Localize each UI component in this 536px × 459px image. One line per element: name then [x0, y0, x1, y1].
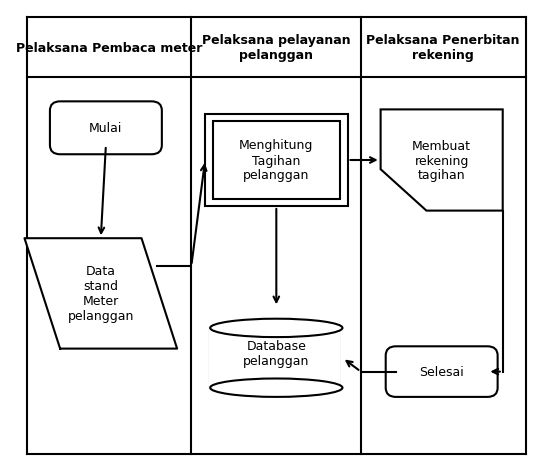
Text: Mulai: Mulai — [89, 122, 123, 135]
Bar — [205, 115, 347, 207]
Text: Membuat
rekening
tagihan: Membuat rekening tagihan — [412, 139, 471, 182]
Text: Pelaksana Penerbitan
rekening: Pelaksana Penerbitan rekening — [367, 34, 520, 62]
Bar — [210, 328, 343, 388]
Text: Menghitung
Tagihan
pelanggan: Menghitung Tagihan pelanggan — [239, 139, 314, 182]
Text: Selesai: Selesai — [419, 365, 464, 378]
FancyBboxPatch shape — [50, 102, 162, 155]
PathPatch shape — [381, 110, 503, 211]
Text: Data
stand
Meter
pelanggan: Data stand Meter pelanggan — [68, 265, 134, 323]
Bar — [213, 122, 340, 200]
Ellipse shape — [210, 319, 343, 337]
Polygon shape — [25, 239, 177, 349]
FancyBboxPatch shape — [386, 347, 497, 397]
Text: Pelaksana pelayanan
pelanggan: Pelaksana pelayanan pelanggan — [202, 34, 351, 62]
Ellipse shape — [210, 379, 343, 397]
Text: Database
pelanggan: Database pelanggan — [243, 340, 309, 367]
Text: Pelaksana Pembaca meter: Pelaksana Pembaca meter — [16, 42, 203, 55]
